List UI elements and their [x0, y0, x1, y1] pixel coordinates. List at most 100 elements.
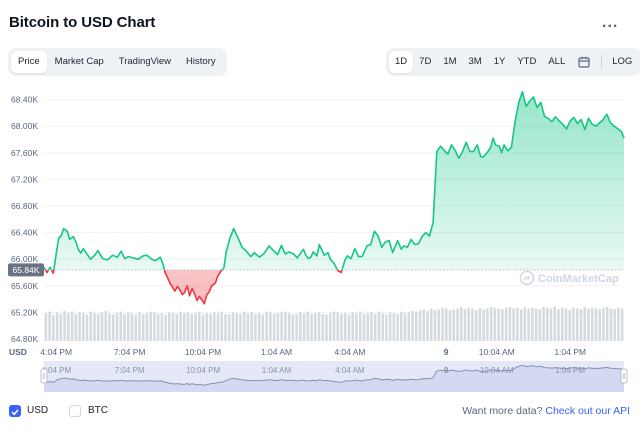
volume-bar [257, 313, 261, 341]
volume-bar [512, 308, 515, 341]
volume-bar [572, 307, 575, 341]
volume-bar [377, 311, 381, 341]
api-prompt: Want more data? Check out our API [462, 405, 630, 417]
range-1y-button[interactable]: 1Y [493, 56, 506, 67]
volume-bar [235, 313, 238, 341]
volume-bar [216, 313, 220, 341]
volume-bar [489, 307, 493, 341]
x-tick-label: 7:04 PM [114, 347, 146, 357]
volume-bar [325, 314, 328, 341]
api-link[interactable]: Check out our API [545, 405, 630, 417]
volume-bar [78, 312, 81, 341]
price-chart[interactable]: 68.40K 68.00K 67.60K 67.20K 66.80K 66.40K 66.0… [0, 85, 640, 397]
volume-bar [617, 307, 620, 341]
volume-bars [44, 307, 624, 341]
volume-bar [171, 313, 175, 341]
navigator-area [44, 365, 624, 392]
range-all-button[interactable]: ALL [548, 56, 566, 67]
volume-bar [448, 310, 452, 341]
volume-bar [287, 313, 291, 341]
volume-bar [523, 307, 527, 341]
range-1d-button[interactable]: 1D [389, 51, 414, 73]
volume-bar [231, 312, 235, 341]
navigator-tick-label: 4:04 PM [41, 366, 71, 375]
range-ytd-button[interactable]: YTD [517, 56, 537, 67]
volume-bar [493, 307, 497, 341]
volume-bar [519, 309, 523, 341]
range-3m-button[interactable]: 3M [468, 56, 482, 67]
x-tick-label: 1:04 PM [554, 347, 586, 357]
volume-bar [115, 313, 119, 341]
volume-bar [332, 311, 336, 341]
more-options-button[interactable]: ... [602, 14, 619, 31]
volume-bar [486, 308, 489, 341]
volume-bar [183, 313, 186, 341]
volume-bar [370, 312, 373, 341]
volume-bar [400, 311, 403, 341]
volume-bar [63, 310, 66, 341]
volume-bar [74, 313, 78, 341]
volume-bar [568, 310, 572, 341]
volume-bar [149, 311, 152, 341]
volume-bar [602, 307, 605, 341]
volume-bar [269, 312, 272, 341]
volume-bar [164, 314, 167, 341]
navigator-tick-label: 7:04 PM [115, 366, 145, 375]
y-tick-label: 68.40K [11, 95, 38, 105]
volume-bar [579, 309, 583, 341]
volume-bar [239, 313, 242, 341]
log-scale-button[interactable]: LOG [612, 56, 633, 67]
volume-bar [261, 314, 265, 341]
volume-bar [190, 313, 194, 341]
volume-bar [96, 313, 100, 341]
volume-bar [549, 308, 553, 341]
volume-bar [59, 313, 63, 341]
navigator-tick-label: 1:04 AM [262, 366, 292, 375]
y-tick-label: 64.80K [11, 334, 38, 344]
volume-bar [220, 311, 224, 341]
volume-bar [321, 313, 325, 341]
volume-bar [456, 308, 459, 341]
volume-bar [501, 309, 504, 341]
range-navigator[interactable]: 4:04 PM 7:04 PM 10:04 PM 1:04 AM 4:04 AM 9 10:… [40, 361, 628, 392]
volume-bar [160, 313, 164, 341]
watermark: CoinMarketCap [519, 270, 619, 286]
volume-bar [396, 313, 399, 341]
calendar-icon[interactable] [571, 51, 597, 73]
volume-bar [474, 310, 478, 341]
volume-bar [407, 312, 411, 341]
price-area-above [43, 90, 625, 270]
volume-bar [534, 308, 538, 341]
tab-market-cap[interactable]: Market Cap [54, 56, 104, 67]
volume-bar [194, 313, 197, 341]
range-1m-button[interactable]: 1M [443, 56, 457, 67]
check-icon [11, 409, 19, 416]
volume-bar [130, 313, 134, 341]
api-prompt-text: Want more data? [462, 405, 543, 417]
y-axis-labels: 68.40K 68.00K 67.60K 67.20K 66.80K 66.40K 66.0… [11, 95, 38, 344]
volume-bar [265, 311, 268, 341]
btc-checkbox[interactable] [69, 405, 81, 417]
volume-bar [471, 308, 474, 341]
range-divider [601, 55, 603, 69]
volume-bar [422, 309, 426, 341]
volume-bar [82, 313, 85, 341]
navigator-right-handle[interactable] [620, 368, 628, 384]
tab-history[interactable]: History [186, 56, 216, 67]
volume-bar [291, 314, 295, 341]
volume-bar [299, 312, 302, 341]
navigator-tick-label: 10:04 PM [186, 366, 221, 375]
volume-bar [583, 307, 586, 341]
volume-bar [347, 314, 351, 341]
tab-price[interactable]: Price [11, 51, 47, 73]
range-7d-button[interactable]: 7D [419, 56, 432, 67]
x-tick-label: 1:04 AM [261, 347, 292, 357]
baseline-label-box [8, 263, 44, 277]
volume-bar [156, 313, 160, 341]
tab-tradingview[interactable]: TradingView [118, 56, 172, 67]
volume-bar [598, 309, 601, 341]
navigator-left-handle[interactable] [40, 368, 48, 384]
usd-checkbox[interactable] [9, 405, 21, 417]
volume-bar [553, 307, 557, 341]
volume-bar [227, 314, 231, 341]
